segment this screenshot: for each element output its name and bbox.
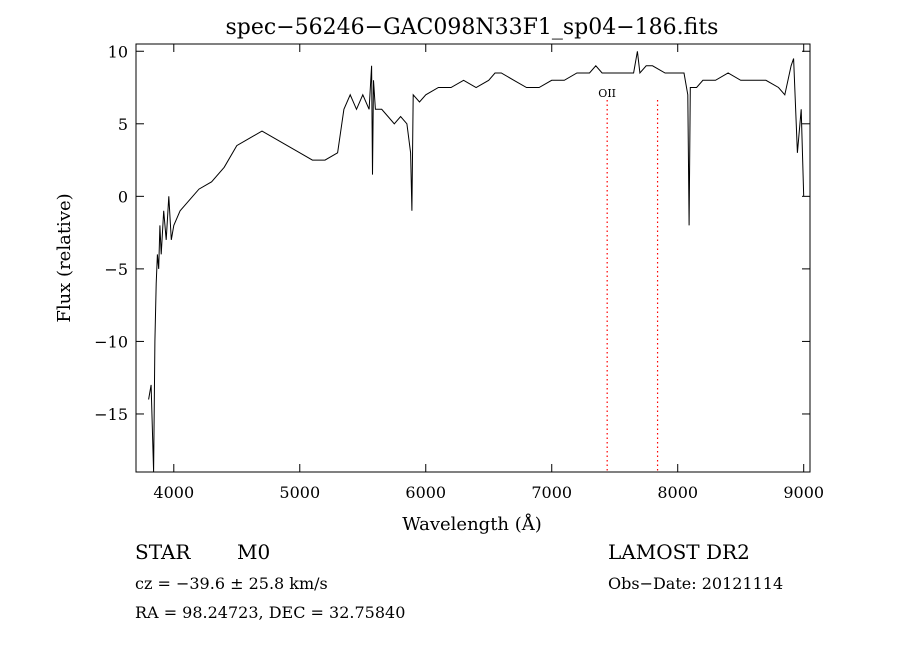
line-marker-label: OII — [598, 87, 616, 100]
object-class: STAR — [135, 540, 191, 564]
x-tick-label: 5000 — [279, 483, 320, 502]
y-tick-label: −15 — [94, 405, 128, 424]
y-tick-label: 10 — [108, 42, 128, 61]
plot-frame — [135, 43, 811, 473]
y-axis-ticks: 10 5 0 −5 −10 −15 — [94, 42, 810, 424]
spectrum-line — [148, 51, 805, 473]
chart-title: spec−56246−GAC098N33F1_sp04−186.fits — [226, 15, 719, 40]
coordinates: RA = 98.24723, DEC = 32.75840 — [135, 603, 406, 622]
survey-name: LAMOST DR2 — [608, 540, 750, 564]
x-tick-label: 6000 — [405, 483, 446, 502]
y-tick-label: −5 — [104, 260, 128, 279]
y-tick-label: 5 — [118, 115, 128, 134]
x-axis-label: Wavelength (Å) — [402, 513, 542, 535]
y-tick-label: −10 — [94, 332, 128, 351]
observation-date: Obs−Date: 20121114 — [608, 574, 784, 593]
x-tick-label: 4000 — [153, 483, 194, 502]
x-axis-ticks: 4000 5000 6000 7000 8000 9000 — [153, 44, 824, 502]
object-subclass: M0 — [237, 540, 271, 564]
x-tick-label: 7000 — [531, 483, 572, 502]
redshift-velocity: cz = −39.6 ± 25.8 km/s — [135, 574, 328, 593]
x-tick-label: 8000 — [657, 483, 698, 502]
x-tick-label: 9000 — [783, 483, 824, 502]
line-markers: OII — [598, 87, 659, 472]
y-axis-label: Flux (relative) — [54, 193, 75, 322]
y-tick-label: 0 — [118, 187, 128, 206]
